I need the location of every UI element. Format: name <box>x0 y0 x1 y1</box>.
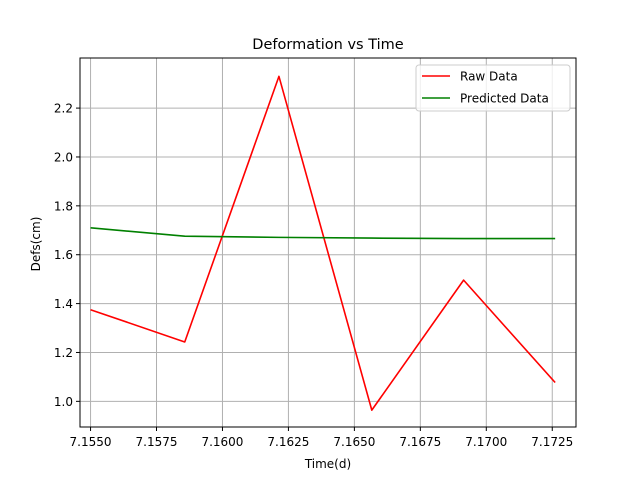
legend: Raw Data Predicted Data <box>415 64 571 112</box>
grid <box>80 58 576 427</box>
y-tick-label: 1.4 <box>54 297 73 311</box>
y-tick-label: 1.0 <box>54 395 73 409</box>
x-tick-label: 7.1575 <box>136 435 178 449</box>
series-line-predicted-data <box>90 227 556 240</box>
legend-label-raw-data: Raw Data <box>460 70 518 84</box>
x-tick-label: 7.1625 <box>267 435 309 449</box>
y-tick-label: 1.6 <box>54 248 73 262</box>
x-tick-label: 7.1700 <box>465 435 507 449</box>
plot-area-frame <box>79 57 577 428</box>
x-axis: 7.1550 7.1575 7.1600 7.1625 7.1650 7.1675 7.17… <box>70 427 573 449</box>
x-axis-label: Time(d) <box>304 457 351 471</box>
y-axis-label: Defs(cm) <box>29 217 43 272</box>
x-tick-label: 7.1650 <box>333 435 375 449</box>
x-tick-label: 7.1550 <box>70 435 112 449</box>
legend-label-predicted-data: Predicted Data <box>460 92 549 106</box>
chart-title: Deformation vs Time <box>252 37 403 53</box>
y-tick-label: 1.8 <box>54 199 73 213</box>
plot-series <box>90 75 556 411</box>
x-tick-label: 7.1675 <box>399 435 441 449</box>
y-tick-label: 2.2 <box>54 102 73 116</box>
x-tick-label: 7.1600 <box>201 435 243 449</box>
legend-box <box>415 64 571 112</box>
x-tick-label: 7.1725 <box>531 435 573 449</box>
y-axis: 1.0 1.2 1.4 1.6 1.8 2.0 2.2 <box>54 102 80 409</box>
series-line-raw-data <box>90 75 556 411</box>
y-tick-label: 1.2 <box>54 346 73 360</box>
y-tick-label: 2.0 <box>54 150 73 164</box>
